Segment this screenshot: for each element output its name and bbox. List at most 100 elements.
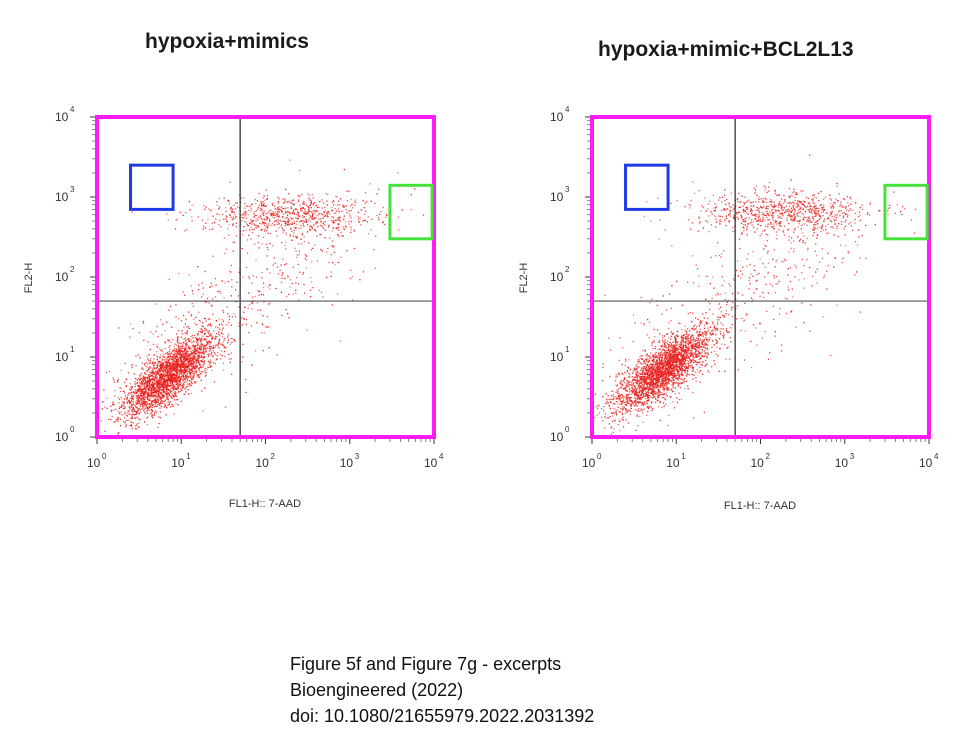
event-point xyxy=(182,214,184,216)
event-point xyxy=(187,358,190,360)
event-point xyxy=(333,251,335,253)
event-point xyxy=(129,401,131,403)
event-point xyxy=(195,366,197,368)
event-point xyxy=(193,366,196,368)
event-point xyxy=(251,223,253,225)
event-point xyxy=(225,347,227,349)
event-point xyxy=(174,378,176,380)
event-point xyxy=(164,375,166,378)
event-point xyxy=(159,348,161,350)
event-point xyxy=(148,398,150,401)
event-point xyxy=(328,213,331,215)
event-point xyxy=(224,337,226,339)
event-point xyxy=(233,241,236,243)
event-point xyxy=(295,292,297,294)
event-point xyxy=(242,356,244,358)
event-point xyxy=(259,207,262,209)
event-point xyxy=(228,234,230,236)
event-point xyxy=(307,224,309,226)
event-point xyxy=(131,387,133,389)
event-point xyxy=(141,384,143,386)
event-point xyxy=(169,375,172,377)
event-point xyxy=(177,342,179,344)
event-point xyxy=(222,327,224,329)
event-point xyxy=(175,371,177,373)
event-point xyxy=(276,209,278,211)
event-point xyxy=(118,407,120,410)
event-point xyxy=(198,376,200,378)
event-point xyxy=(196,360,198,363)
event-point xyxy=(251,301,253,303)
event-point xyxy=(265,222,267,224)
event-point xyxy=(186,373,188,375)
event-point xyxy=(137,354,139,356)
event-point xyxy=(150,401,153,403)
event-point xyxy=(178,353,181,355)
event-point xyxy=(308,197,310,199)
event-point xyxy=(154,405,156,407)
event-point xyxy=(180,365,182,368)
event-point xyxy=(131,404,133,407)
event-point xyxy=(210,333,213,335)
event-point xyxy=(154,395,156,397)
event-point xyxy=(149,371,151,373)
event-point xyxy=(150,384,153,386)
event-point xyxy=(307,211,309,213)
event-point xyxy=(397,216,400,218)
event-point xyxy=(161,364,163,366)
event-point xyxy=(231,279,233,281)
event-point xyxy=(310,249,312,251)
event-point xyxy=(136,406,138,409)
event-point xyxy=(410,209,413,211)
event-point xyxy=(204,227,207,229)
event-point xyxy=(230,295,232,297)
event-point xyxy=(177,370,179,373)
event-point xyxy=(130,403,132,405)
event-point xyxy=(158,378,160,380)
event-point xyxy=(180,388,182,390)
event-point xyxy=(334,212,336,214)
event-point xyxy=(242,276,244,278)
event-point xyxy=(180,364,182,366)
event-point xyxy=(309,217,311,219)
event-point xyxy=(198,362,200,364)
event-point xyxy=(188,348,190,350)
event-point xyxy=(207,332,209,334)
event-point xyxy=(252,220,254,222)
event-point xyxy=(144,379,146,381)
event-point xyxy=(162,390,164,392)
event-point xyxy=(273,212,275,215)
event-point xyxy=(254,295,257,298)
event-point xyxy=(154,378,156,380)
event-point xyxy=(200,343,202,345)
event-point xyxy=(171,404,173,406)
event-point xyxy=(124,362,126,365)
event-point xyxy=(257,309,259,311)
event-point xyxy=(155,387,157,389)
event-point xyxy=(222,362,225,364)
event-point xyxy=(219,338,221,340)
event-point xyxy=(325,192,327,195)
event-point xyxy=(280,291,282,293)
event-point xyxy=(169,367,171,369)
event-point xyxy=(126,402,128,404)
event-point xyxy=(224,346,226,348)
event-point xyxy=(338,219,340,221)
event-point xyxy=(293,222,295,224)
event-point xyxy=(130,386,132,388)
event-point xyxy=(166,368,169,371)
event-point xyxy=(134,391,136,394)
event-point xyxy=(156,398,159,400)
event-point xyxy=(149,405,151,407)
event-point xyxy=(320,221,322,223)
event-point xyxy=(193,350,196,353)
event-point xyxy=(166,364,168,366)
event-point xyxy=(343,218,345,220)
event-point xyxy=(170,390,172,392)
event-point xyxy=(301,234,303,236)
event-point xyxy=(194,337,197,339)
event-point xyxy=(117,416,119,418)
event-point xyxy=(214,221,216,223)
event-point xyxy=(171,350,174,352)
event-point xyxy=(221,280,223,282)
